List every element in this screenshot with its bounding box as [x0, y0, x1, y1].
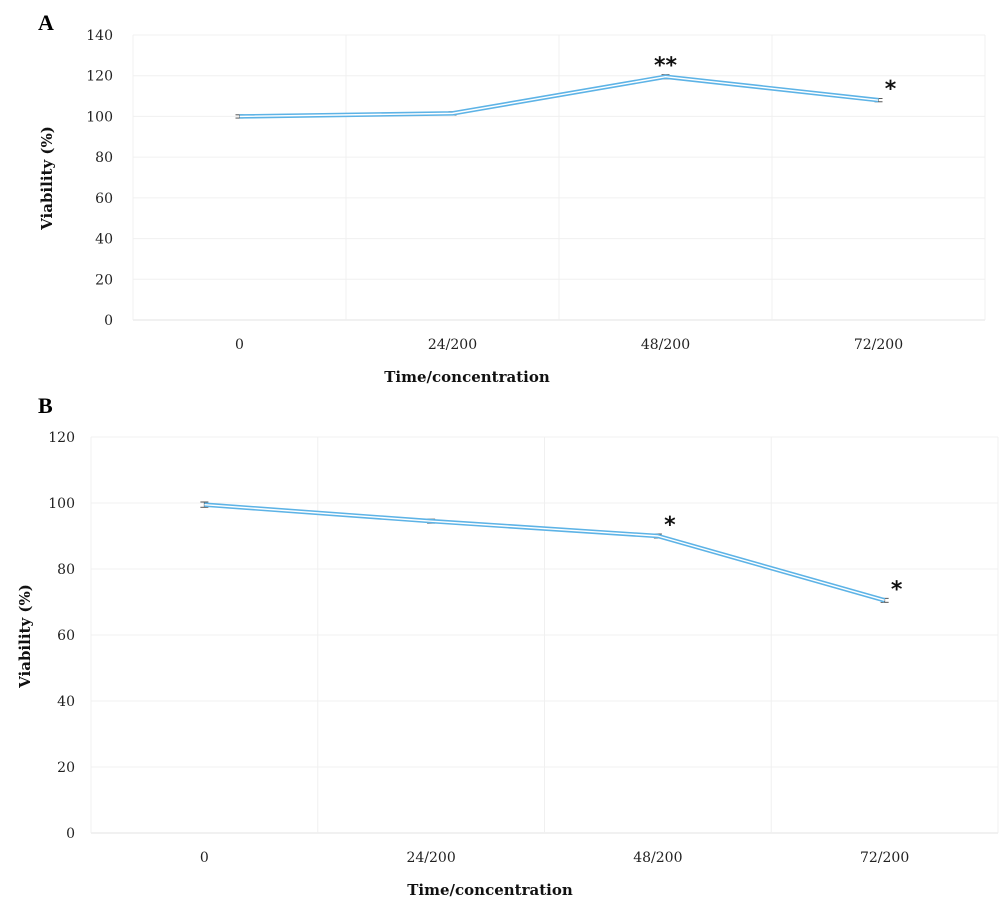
b-y-tick-100: 100	[48, 496, 75, 512]
a-series-line-inner	[239, 76, 879, 118]
panel-a-annotations: ***	[654, 54, 897, 102]
b-x-tick-2: 48/200	[633, 850, 682, 866]
a-significance-2: **	[654, 54, 678, 79]
a-y-tick-40: 40	[95, 232, 113, 248]
b-y-tick-40: 40	[57, 694, 75, 710]
b-y-tick-20: 20	[57, 760, 75, 776]
b-x-tick-0: 0	[200, 850, 209, 866]
panel-b-gridlines	[90, 436, 999, 834]
b-series-line-inner	[204, 503, 885, 602]
a-x-tick-3: 72/200	[854, 337, 903, 353]
panel-a-x-axis-title: Time/concentration	[384, 368, 550, 386]
b-x-tick-1: 24/200	[406, 850, 455, 866]
a-y-tick-120: 120	[86, 69, 113, 85]
panel-a-letter: A	[38, 10, 54, 35]
b-significance-3: *	[891, 577, 903, 602]
panel-a-chart: A 0 20 40 60 80 100 120 140 0 24/200 48/200 72/200…	[38, 10, 986, 386]
panel-a-y-tick-labels: 0 20 40 60 80 100 120 140	[86, 28, 113, 329]
a-y-tick-80: 80	[95, 150, 113, 166]
panel-b-annotations: **	[664, 513, 903, 602]
a-x-tick-0: 0	[235, 337, 244, 353]
panel-a-gridlines	[132, 34, 986, 321]
b-significance-2: *	[664, 513, 676, 538]
a-y-tick-60: 60	[95, 191, 113, 207]
a-significance-3: *	[885, 77, 897, 102]
panel-b-y-tick-labels: 0 20 40 60 80 100 120	[48, 430, 75, 842]
b-x-tick-3: 72/200	[860, 850, 909, 866]
panel-a-y-axis-title: Viability (%)	[38, 126, 56, 231]
a-x-tick-1: 24/200	[428, 337, 477, 353]
a-y-tick-20: 20	[95, 272, 113, 288]
panel-a-x-tick-labels: 0 24/200 48/200 72/200	[235, 337, 903, 353]
panel-a-series-line	[239, 74, 879, 119]
b-y-tick-80: 80	[57, 562, 75, 578]
a-y-tick-0: 0	[104, 313, 113, 329]
b-y-tick-0: 0	[66, 826, 75, 842]
panel-b-x-axis-title: Time/concentration	[407, 881, 573, 899]
b-y-tick-60: 60	[57, 628, 75, 644]
b-y-tick-120: 120	[48, 430, 75, 446]
a-y-tick-140: 140	[86, 28, 113, 44]
panel-b-letter: B	[38, 393, 53, 418]
panel-b-x-tick-labels: 0 24/200 48/200 72/200	[200, 850, 909, 866]
a-y-tick-100: 100	[86, 109, 113, 125]
panel-b-series-line	[204, 502, 886, 603]
a-x-tick-2: 48/200	[641, 337, 690, 353]
panel-b-y-axis-title: Viability (%)	[16, 584, 34, 689]
